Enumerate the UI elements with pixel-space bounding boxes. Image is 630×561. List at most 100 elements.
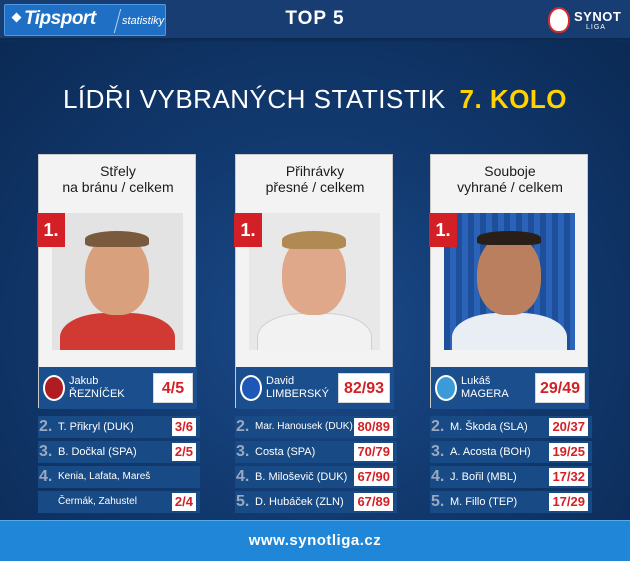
photo-face — [85, 235, 149, 315]
card-title: Střely na bránu / celkem — [39, 163, 197, 195]
list-player: M. Škoda (SLA) — [450, 421, 528, 433]
player-last-name: ŘEZNÍČEK — [69, 388, 125, 400]
player-last-name: MAGERA — [461, 388, 509, 400]
list-item: 3. Costa (SPA) 70/79 — [235, 441, 397, 463]
top-bar: Tipsport statistiky TOP 5 SYNOT LIGA — [0, 0, 630, 40]
list-item: 4. B. Miloševič (DUK) 67/90 — [235, 466, 397, 488]
card-title-line2: přesné / celkem — [265, 179, 365, 195]
list-player: M. Fillo (TEP) — [450, 496, 518, 508]
list-rank: 3. — [431, 443, 445, 460]
list-rank: 5. — [431, 493, 445, 510]
player-last-name: LIMBERSKÝ — [266, 388, 329, 400]
list-value: 80/89 — [354, 418, 393, 436]
list-value: 20/37 — [549, 418, 588, 436]
list-value: 17/29 — [549, 493, 588, 511]
list-player: Mar. Hanousek (DUK) — [255, 421, 353, 432]
list-player: D. Hubáček (ZLN) — [255, 496, 344, 508]
card-title: Souboje vyhrané / celkem — [431, 163, 589, 195]
list-value: 3/6 — [171, 418, 196, 436]
list-value: 17/32 — [549, 468, 588, 486]
list-value: 19/25 — [549, 443, 588, 461]
footer: www.synotliga.cz — [0, 520, 630, 561]
ranking-list: 2. T. Přikryl (DUK) 3/6 3. B. Dočkal (SP… — [38, 416, 200, 516]
rank-badge: 1. — [429, 213, 457, 247]
club-crest-icon — [240, 375, 262, 401]
footer-link[interactable]: www.synotliga.cz — [248, 532, 382, 549]
liga-word: LIGA — [586, 24, 606, 31]
player-photo — [249, 213, 380, 350]
list-player: Costa (SPA) — [255, 446, 316, 458]
list-player: B. Miloševič (DUK) — [255, 471, 348, 483]
list-rank: 5. — [236, 493, 250, 510]
round-label: 7. KOLO — [459, 84, 568, 114]
list-player: A. Acosta (BOH) — [450, 446, 531, 458]
list-item: 3. B. Dočkal (SPA) 2/5 — [38, 441, 200, 463]
tipsport-sub: statistiky — [122, 15, 165, 27]
player-name: Jakub ŘEZNÍČEK — [69, 375, 149, 401]
list-player: B. Dočkal (SPA) — [58, 446, 137, 458]
card-title-line2: vyhrané / celkem — [457, 179, 563, 195]
tipsport-logo: Tipsport statistiky — [4, 4, 166, 36]
photo-shirt — [257, 313, 372, 350]
player-first-name: Jakub — [69, 375, 99, 387]
rank-badge: 1. — [234, 213, 262, 247]
list-item: 2. Mar. Hanousek (DUK) 80/89 — [235, 416, 397, 438]
player-photo — [444, 213, 575, 350]
tipsport-brand: Tipsport — [11, 8, 96, 30]
ranking-list: 2. Mar. Hanousek (DUK) 80/89 3. Costa (S… — [235, 416, 397, 516]
score-box: 82/93 — [338, 373, 390, 403]
list-rank: 2. — [431, 418, 445, 435]
list-value: 67/89 — [354, 493, 393, 511]
page-title: TOP 5 — [285, 8, 345, 29]
club-crest-icon — [43, 375, 65, 401]
photo-hair — [282, 231, 346, 249]
player-photo — [52, 213, 183, 350]
score-box: 29/49 — [535, 373, 585, 403]
list-player: J. Bořil (MBL) — [450, 471, 517, 483]
list-rank: 4. — [236, 468, 250, 485]
list-value: 2/5 — [171, 443, 196, 461]
photo-face — [477, 235, 541, 315]
list-rank: 4. — [39, 468, 53, 485]
list-item: 3. A. Acosta (BOH) 19/25 — [430, 441, 592, 463]
list-player: Čermák, Zahustel — [58, 496, 137, 507]
rank-badge: 1. — [37, 213, 65, 247]
player-card: Střely na bránu / celkem 1. Jakub ŘEZNÍČ… — [37, 154, 197, 409]
tipsport-brand-text: Tipsport — [24, 8, 96, 29]
photo-jersey — [60, 313, 175, 350]
list-value: 70/79 — [354, 443, 393, 461]
list-value: 67/90 — [354, 468, 393, 486]
card-title-line1: Střely — [100, 163, 136, 179]
list-item: 2. T. Přikryl (DUK) 3/6 — [38, 416, 200, 438]
player-name: David LIMBERSKÝ — [266, 375, 346, 401]
lion-shield-icon — [548, 7, 570, 33]
player-first-name: David — [266, 375, 295, 387]
list-rank: 2. — [39, 418, 53, 435]
list-item: 4. J. Bořil (MBL) 17/32 — [430, 466, 592, 488]
list-rank: 4. — [431, 468, 445, 485]
club-crest-icon — [435, 375, 457, 401]
ranking-list: 2. M. Škoda (SLA) 20/37 3. A. Acosta (BO… — [430, 416, 592, 516]
list-rank: 2. — [236, 418, 250, 435]
list-rank: 3. — [236, 443, 250, 460]
card-title-line1: Souboje — [484, 163, 536, 179]
card-title-line1: Přihrávky — [285, 163, 345, 179]
player-card: Přihrávky přesné / celkem 1. David LIMBE… — [234, 154, 394, 409]
list-item: 5. M. Fillo (TEP) 17/29 — [430, 491, 592, 513]
card-title-line2: na bránu / celkem — [62, 179, 174, 195]
player-card: Souboje vyhrané / celkem 1. Lukáš MAGERA… — [429, 154, 589, 409]
headline: LÍDŘI VYBRANÝCH STATISTIK 7. KOLO — [0, 84, 630, 115]
list-player: T. Přikryl (DUK) — [58, 421, 134, 433]
list-item: 5. D. Hubáček (ZLN) 67/89 — [235, 491, 397, 513]
player-first-name: Lukáš — [461, 375, 491, 387]
list-item: 4. Kenia, Lafata, Mareš — [38, 466, 200, 488]
photo-jersey — [452, 313, 567, 350]
headline-text: LÍDŘI VYBRANÝCH STATISTIK — [62, 84, 446, 114]
player-name: Lukáš MAGERA — [461, 375, 541, 401]
synot-word: SYNOT — [574, 9, 622, 24]
score-box: 4/5 — [153, 373, 193, 403]
photo-hair — [477, 231, 541, 245]
photo-hair — [85, 231, 149, 247]
synot-liga-logo: SYNOT LIGA — [548, 5, 624, 35]
list-value: 2/4 — [171, 493, 196, 511]
